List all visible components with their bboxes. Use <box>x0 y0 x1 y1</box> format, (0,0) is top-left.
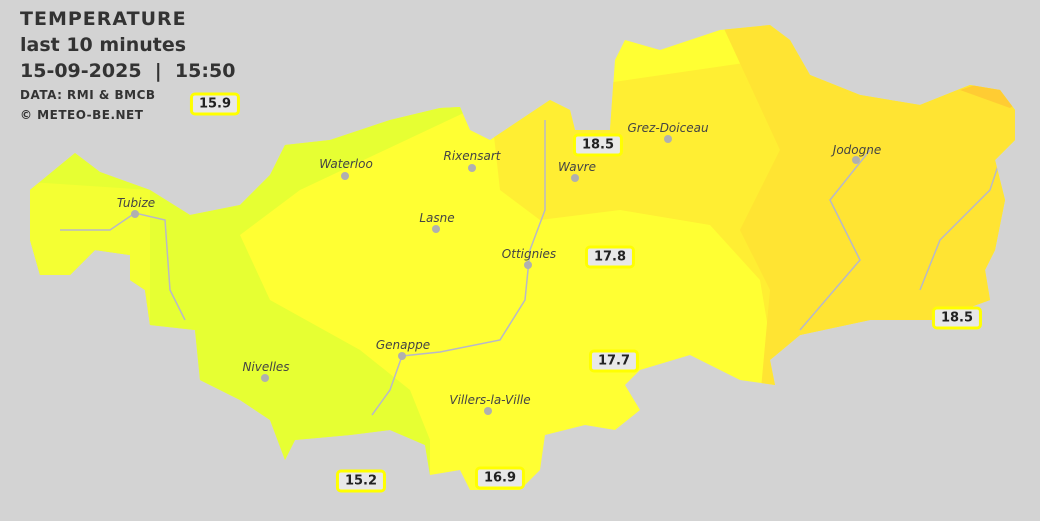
river <box>371 120 546 416</box>
place-marker <box>524 261 532 269</box>
band-18-5 <box>720 25 1015 400</box>
copyright: © METEO-BE.NET <box>20 108 144 122</box>
place-marker <box>398 352 406 360</box>
place-label: Wavre <box>558 160 596 174</box>
place-label: Tubize <box>116 196 156 210</box>
river <box>799 149 871 331</box>
data-source: DATA: RMI & BMCB <box>20 88 156 102</box>
place-marker <box>131 210 139 218</box>
temperature-reading[interactable]: 15.2 <box>335 469 387 493</box>
place-label: Genappe <box>375 338 431 352</box>
place-label: Grez-Doiceau <box>627 121 709 135</box>
map-subtitle: last 10 minutes <box>20 34 187 56</box>
place-marker <box>484 407 492 415</box>
place-marker <box>261 374 269 382</box>
place-label: Lasne <box>419 211 455 225</box>
river <box>919 159 1001 291</box>
temperature-reading[interactable]: 18.5 <box>931 306 983 330</box>
river <box>60 212 186 321</box>
place-marker <box>852 156 860 164</box>
temperature-reading[interactable]: 15.9 <box>189 92 241 116</box>
map-datetime: 15-09-2025 | 15:50 <box>20 60 236 82</box>
temperature-reading[interactable]: 18.5 <box>572 133 624 157</box>
place-label: Ottignies <box>501 247 557 261</box>
place-label: Waterloo <box>319 157 373 171</box>
place-marker <box>341 172 349 180</box>
place-label: Jodogne <box>832 143 882 157</box>
place-marker <box>571 174 579 182</box>
place-label: Rixensart <box>443 149 501 163</box>
map-title: TEMPERATURE <box>20 8 187 30</box>
place-marker <box>432 225 440 233</box>
place-marker <box>664 135 672 143</box>
temperature-reading[interactable]: 17.8 <box>584 245 636 269</box>
temperature-reading[interactable]: 17.7 <box>588 349 640 373</box>
place-label: Nivelles <box>242 360 290 374</box>
place-marker <box>468 164 476 172</box>
place-label: Villers-la-Ville <box>449 393 531 407</box>
temperature-reading[interactable]: 16.9 <box>474 466 526 490</box>
